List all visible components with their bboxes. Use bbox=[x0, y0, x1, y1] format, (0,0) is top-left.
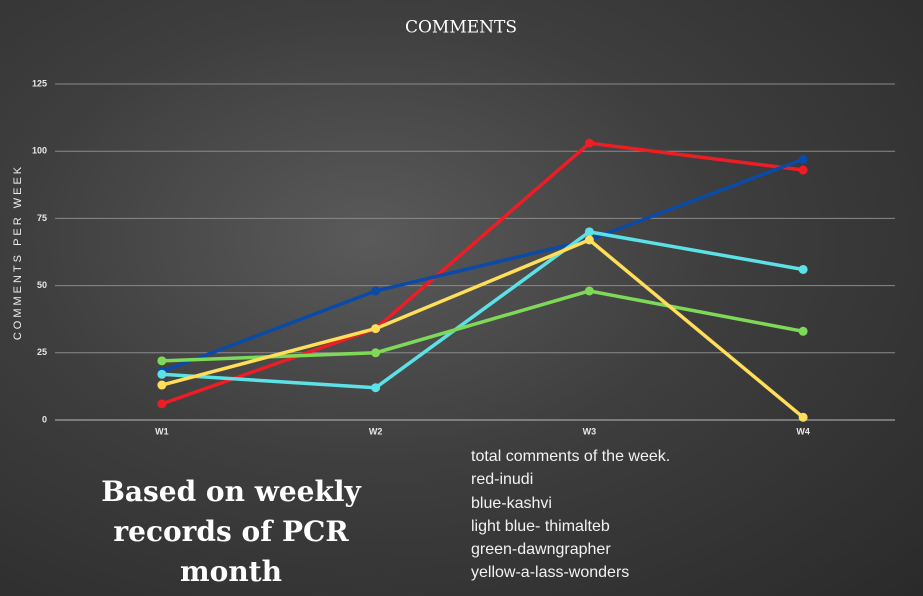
point bbox=[371, 286, 381, 296]
point bbox=[584, 227, 594, 237]
point bbox=[371, 348, 381, 358]
point bbox=[157, 369, 167, 379]
y-tick-label: 125 bbox=[32, 78, 47, 88]
y-tick-label: 25 bbox=[37, 347, 47, 357]
y-tick-label: 50 bbox=[37, 280, 47, 290]
y-axis-label: COMMENTS PER WEEK bbox=[12, 164, 24, 340]
note: yellow-a-lass-wonders bbox=[471, 564, 630, 582]
point bbox=[798, 165, 808, 175]
point bbox=[371, 383, 381, 393]
point bbox=[798, 154, 808, 164]
series-line bbox=[161, 238, 805, 419]
y-tick-label: 0 bbox=[42, 414, 47, 424]
note: light blue- thimalteb bbox=[471, 517, 610, 535]
point bbox=[584, 235, 594, 245]
chart-title: COMMENTS bbox=[405, 18, 517, 38]
note: blue-kashvi bbox=[471, 494, 552, 512]
note: red-inudi bbox=[471, 471, 534, 489]
x-tick-label: W3 bbox=[583, 426, 597, 436]
series-line bbox=[161, 289, 804, 363]
point bbox=[371, 324, 381, 334]
x-tick-label: W4 bbox=[796, 426, 810, 436]
x-tick-label: W2 bbox=[369, 426, 383, 436]
point bbox=[584, 286, 594, 296]
series-line bbox=[161, 230, 804, 390]
y-tick-label: 100 bbox=[32, 146, 47, 156]
point bbox=[157, 399, 167, 409]
y-tick-label: 75 bbox=[37, 213, 47, 223]
point bbox=[798, 264, 808, 274]
point bbox=[157, 356, 167, 366]
note: green-dawngrapher bbox=[471, 541, 611, 559]
notes: total comments of the week. red-inudi blue… bbox=[471, 445, 670, 585]
x-tick-label: W1 bbox=[155, 426, 169, 436]
note: total comments of the week. bbox=[471, 448, 671, 465]
caption: Based on weekly records of PCR month bbox=[101, 475, 361, 588]
point bbox=[584, 138, 594, 148]
series-line bbox=[161, 141, 804, 406]
point bbox=[798, 326, 808, 336]
point bbox=[157, 380, 167, 390]
series-line bbox=[161, 157, 804, 374]
point bbox=[798, 412, 808, 422]
